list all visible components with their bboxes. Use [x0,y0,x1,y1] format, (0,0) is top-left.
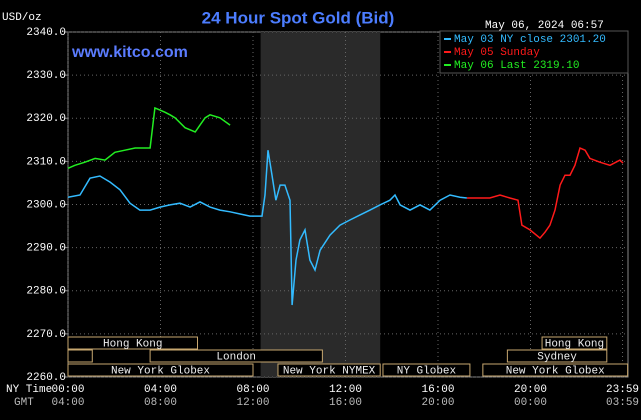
session-label: Sydney [537,351,577,363]
x2-tick-label: 20:00 [421,397,454,409]
session-box [149,349,323,363]
session-label: London [216,351,256,363]
session-label: New York Globex [506,365,605,377]
watermark: www.kitco.com [71,44,188,61]
session-label: NY Globex [397,365,457,377]
legend-entry: May 05 Sunday [454,47,540,59]
x2-tick-label: 03:59 [606,397,639,409]
x2-axis-label: GMT [14,397,34,409]
x-axis-label: NY Time [6,384,52,396]
session-box [382,363,471,377]
unit-label: USD/oz [2,12,42,24]
x-tick-label: 08:00 [236,384,269,396]
price-line [67,150,467,306]
session-box [67,363,254,377]
session-box [277,363,381,377]
session-box [482,363,629,377]
session-box [541,336,608,350]
session-box [67,349,93,363]
price-line [466,146,624,240]
y-tick-label: 2330.0 [26,70,66,82]
y-tick-label: 2300.0 [26,199,66,211]
x-tick-label: 12:00 [329,384,362,396]
x2-tick-label: 12:00 [236,397,269,409]
x-tick-label: 23:59 [606,384,639,396]
y-tick-label: 2340.0 [26,27,66,39]
chart-title: 24 Hour Spot Gold (Bid) [202,8,395,27]
y-tick-label: 2270.0 [26,329,66,341]
y-tick-label: 2310.0 [26,156,66,168]
session-label: Hong Kong [545,338,604,350]
x-tick-label: 16:00 [421,384,454,396]
session-label: Hong Kong [103,338,162,350]
session-label: New York NYMEX [283,365,376,377]
x2-tick-label: 16:00 [329,397,362,409]
y-tick-label: 2260.0 [26,372,66,384]
x2-tick-label: 00:00 [514,397,547,409]
x2-tick-label: 04:00 [51,397,84,409]
session-box [67,336,198,350]
x-tick-label: 00:00 [51,384,84,396]
x-tick-label: 20:00 [514,384,547,396]
timestamp: May 06, 2024 06:57 [485,20,604,32]
legend [439,30,629,74]
y-tick-label: 2280.0 [26,286,66,298]
session-box [506,349,608,363]
legend-entry: May 06 Last 2319.10 [454,60,579,72]
y-tick-label: 2320.0 [26,113,66,125]
legend-entry: May 03 NY close 2301.20 [454,34,606,46]
x-tick-label: 04:00 [144,384,177,396]
x2-tick-label: 08:00 [144,397,177,409]
y-tick-label: 2290.0 [26,243,66,255]
session-label: New York Globex [111,365,210,377]
price-line [67,106,231,169]
